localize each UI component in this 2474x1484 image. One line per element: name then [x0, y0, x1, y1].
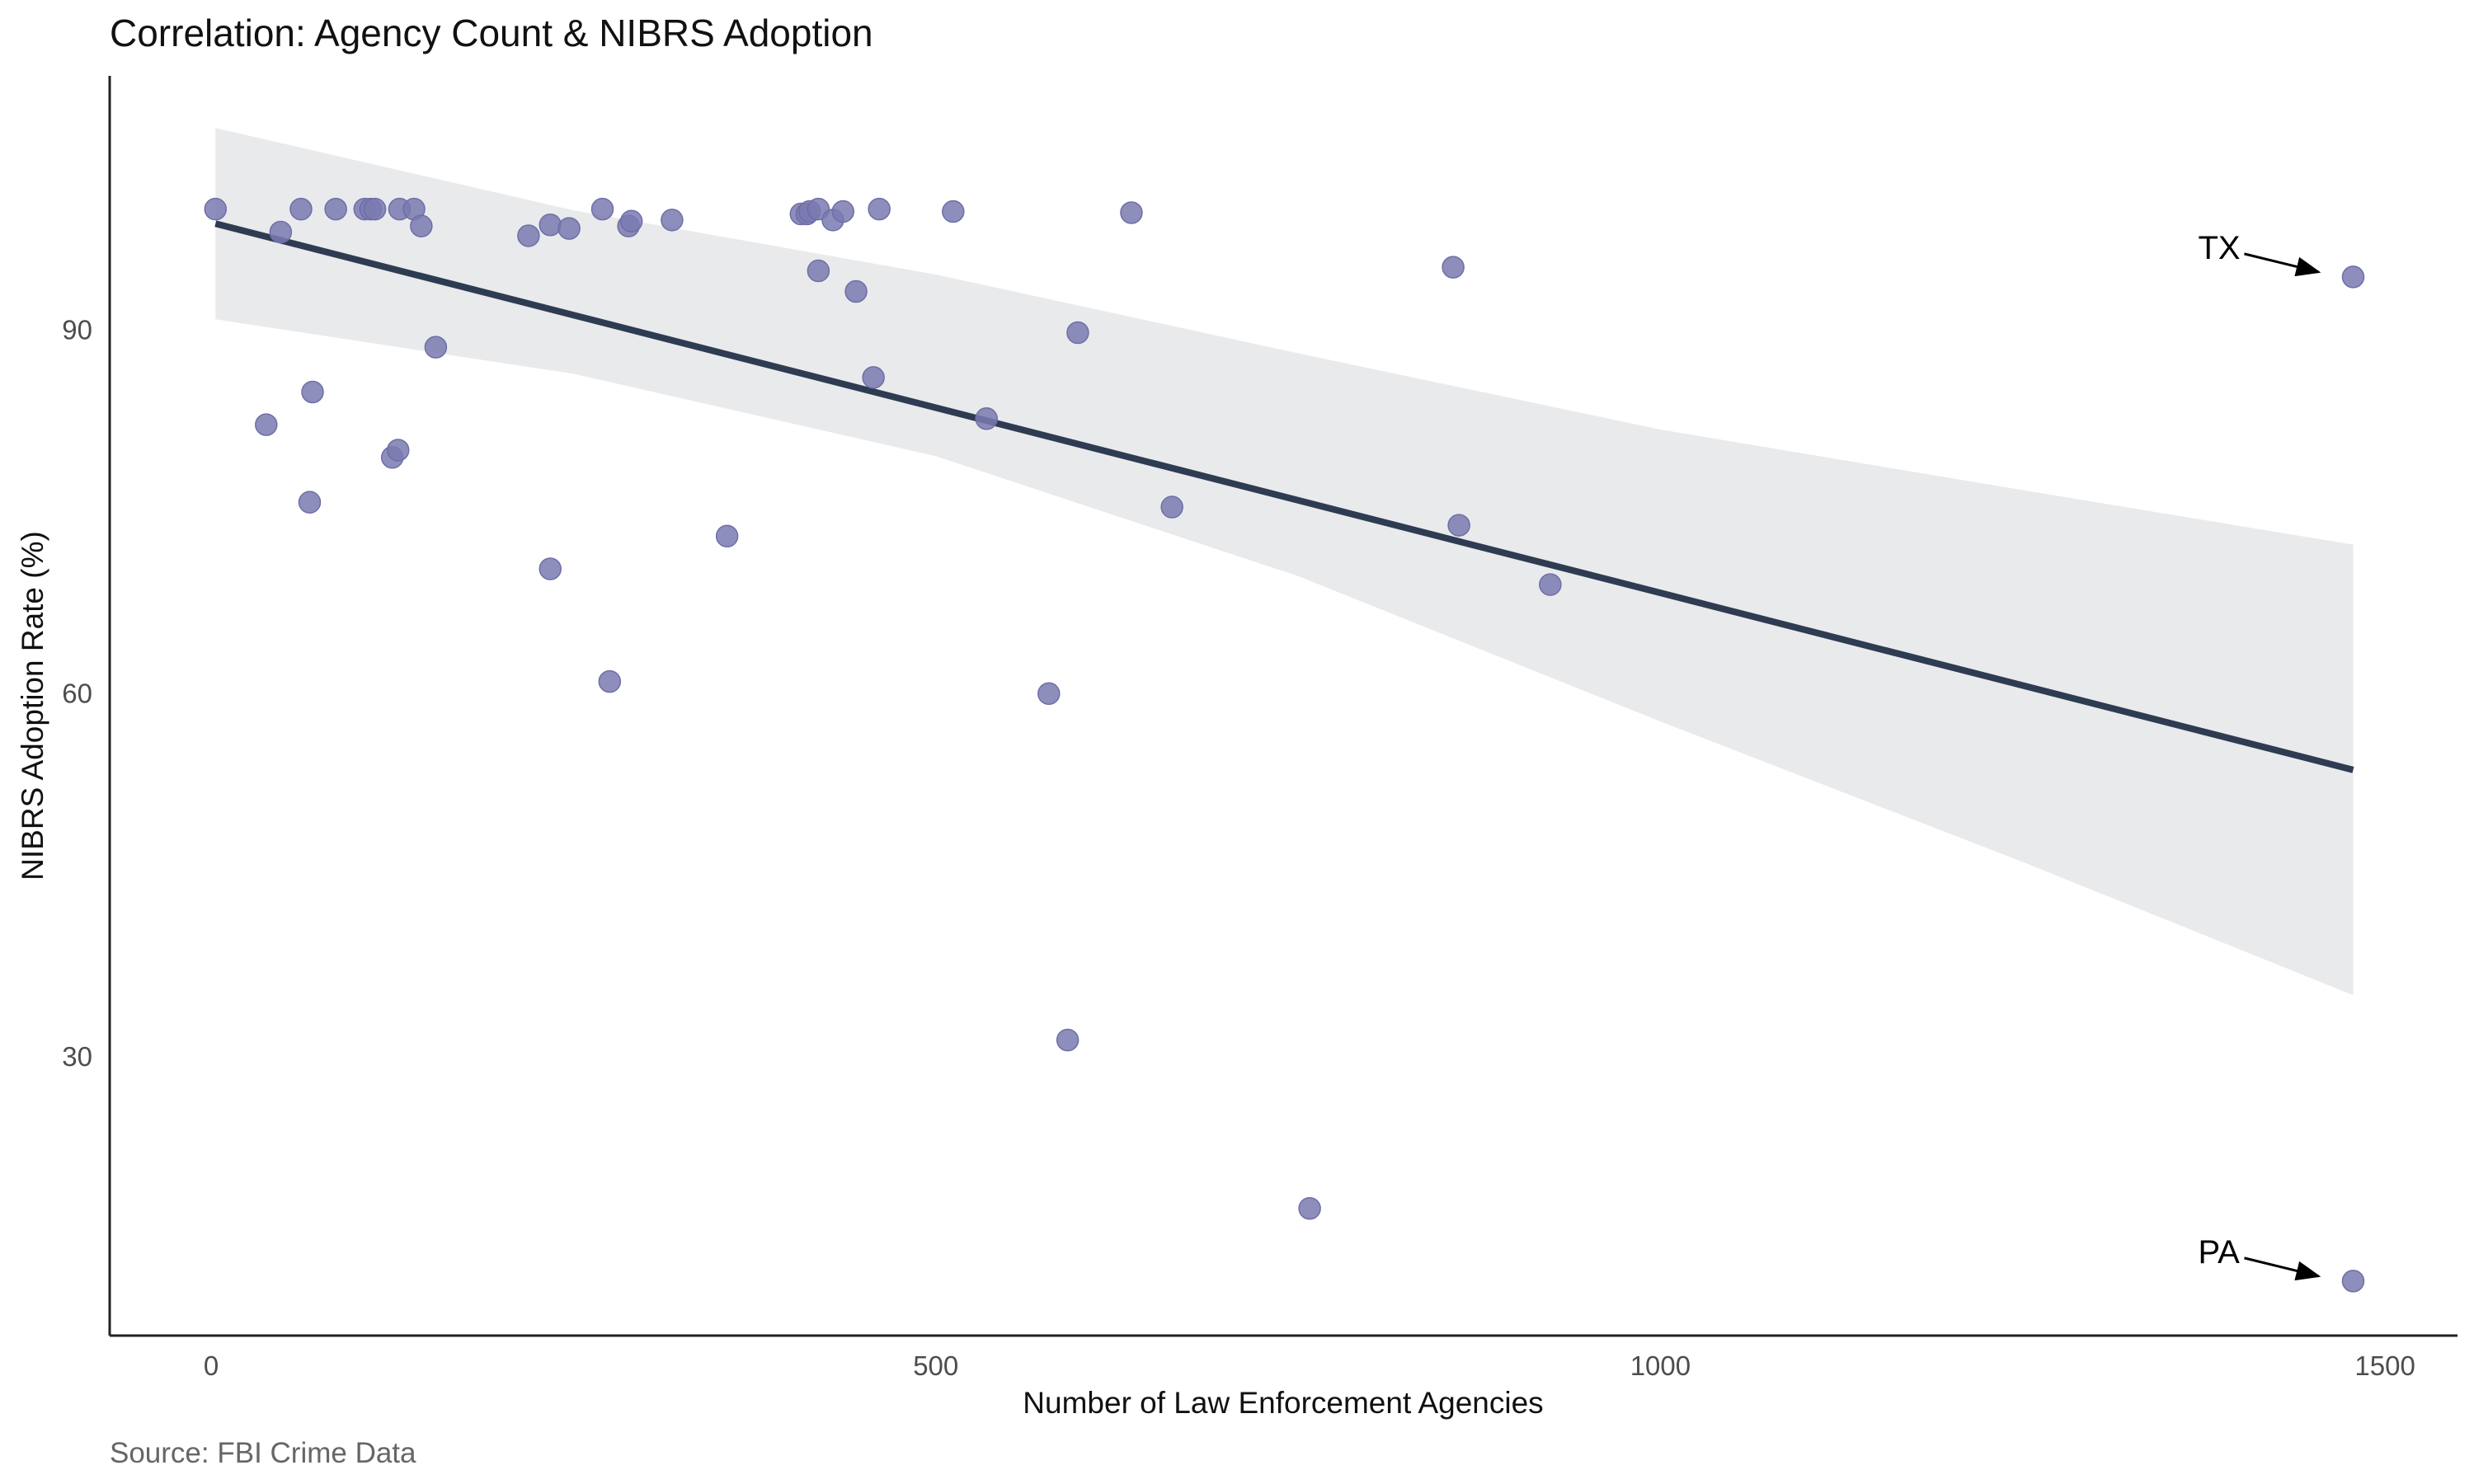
data-point: [410, 214, 433, 237]
data-point: [1447, 514, 1470, 537]
data-point: [269, 220, 293, 244]
x-tick-label: 0: [204, 1350, 219, 1381]
data-point: [590, 197, 614, 221]
data-point: [557, 217, 581, 240]
plot-area: [204, 128, 2365, 1293]
chart-title: Correlation: Agency Count & NIBRS Adopti…: [110, 12, 873, 54]
data-point: [289, 197, 313, 221]
source-caption: Source: FBI Crime Data: [110, 1437, 416, 1469]
data-point: [862, 366, 885, 389]
y-axis-ticks: 30 60 90: [62, 315, 92, 1073]
data-point: [1539, 573, 1562, 596]
data-point: [363, 197, 387, 221]
data-point: [661, 209, 684, 232]
data-point: [204, 197, 228, 221]
confidence-band: [215, 128, 2354, 996]
y-tick-label: 60: [62, 678, 92, 708]
data-point: [1037, 682, 1061, 706]
data-point: [517, 224, 540, 247]
data-point: [598, 669, 622, 693]
x-tick-label: 1000: [1630, 1350, 1691, 1381]
data-point: [942, 200, 965, 223]
y-axis-title: NIBRS Adoption Rate (%): [16, 531, 49, 881]
data-point: [298, 491, 322, 514]
data-point: [619, 209, 643, 233]
y-tick-label: 90: [62, 315, 92, 345]
trend-line: [214, 220, 2354, 773]
data-point: [539, 557, 562, 580]
x-axis-ticks: 0 500 1000 1500: [204, 1350, 2415, 1381]
data-point: [539, 213, 562, 237]
x-tick-label: 1500: [2354, 1350, 2415, 1381]
data-point: [301, 380, 324, 404]
data-point: [1056, 1028, 1079, 1052]
data-point: [807, 259, 830, 283]
data-point: [844, 279, 868, 303]
annotation-label: TX: [2198, 230, 2240, 266]
data-point: [255, 413, 278, 436]
data-point: [715, 524, 739, 548]
annotation-arrow: [2244, 1256, 2321, 1281]
y-tick-label: 30: [62, 1041, 92, 1072]
data-point: [2341, 1270, 2365, 1293]
data-point: [424, 336, 448, 359]
data-point: [1120, 201, 1143, 224]
data-point: [1442, 256, 1465, 279]
data-point: [975, 407, 998, 430]
data-point: [386, 439, 410, 462]
data-point: [324, 197, 347, 221]
data-point: [1160, 495, 1183, 519]
annotation-label: PA: [2198, 1234, 2240, 1270]
annotation-arrow: [2244, 252, 2321, 277]
data-point: [831, 200, 854, 223]
data-point: [2341, 265, 2365, 289]
data-point: [1066, 321, 1089, 345]
x-tick-label: 500: [913, 1350, 958, 1381]
x-axis-title: Number of Law Enforcement Agencies: [1023, 1386, 1543, 1420]
annotations: TX PA: [2198, 230, 2321, 1281]
data-point: [868, 197, 891, 221]
data-point: [1298, 1196, 1321, 1220]
